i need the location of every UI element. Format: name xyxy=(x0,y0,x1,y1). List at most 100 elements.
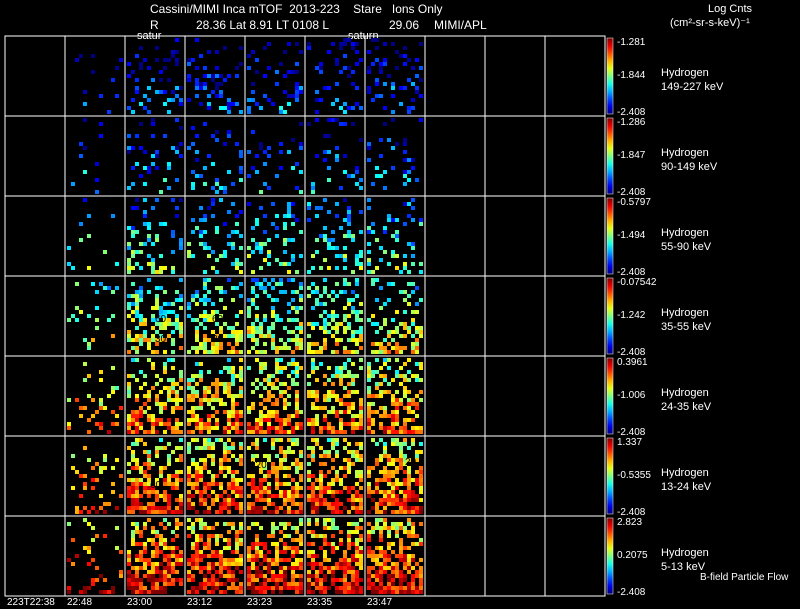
heatmap-cell xyxy=(319,570,323,574)
heatmap-cell xyxy=(367,230,371,234)
heatmap-cell xyxy=(275,430,279,434)
heatmap-cell xyxy=(223,466,227,470)
heatmap-cell xyxy=(227,446,231,450)
heatmap-cell xyxy=(259,146,263,150)
heatmap-cell xyxy=(323,290,327,294)
heatmap-cell xyxy=(215,542,219,546)
heatmap-cell xyxy=(119,570,123,574)
heatmap-cell xyxy=(203,486,207,490)
heatmap-cell xyxy=(67,586,71,590)
heatmap-cell xyxy=(331,42,335,46)
heatmap-cell xyxy=(99,94,103,98)
heatmap-cell xyxy=(127,422,131,426)
heatmap-cell xyxy=(347,462,351,466)
heatmap-cell xyxy=(163,58,167,62)
heatmap-cell xyxy=(143,526,147,530)
heatmap-cell xyxy=(355,562,359,566)
heatmap-cell xyxy=(71,486,75,490)
heatmap-cell xyxy=(215,418,219,422)
heatmap-cell xyxy=(235,418,239,422)
heatmap-cell xyxy=(287,346,291,350)
heatmap-cell xyxy=(167,390,171,394)
heatmap-cell xyxy=(403,310,407,314)
heatmap-cell xyxy=(295,94,299,98)
heatmap-cell xyxy=(279,462,283,466)
heatmap-cell xyxy=(187,474,191,478)
heatmap-cell xyxy=(239,538,243,542)
heatmap-cell xyxy=(187,254,191,258)
heatmap-cell xyxy=(379,406,383,410)
heatmap-cell xyxy=(383,122,387,126)
heatmap-cell xyxy=(263,578,267,582)
heatmap-cell xyxy=(371,230,375,234)
heatmap-cell xyxy=(311,554,315,558)
heatmap-cell xyxy=(227,74,231,78)
heatmap-cell xyxy=(299,450,303,454)
heatmap-cell xyxy=(267,378,271,382)
heatmap-cell xyxy=(291,546,295,550)
heatmap-cell xyxy=(279,438,283,442)
heatmap-cell xyxy=(83,406,87,410)
heatmap-cell xyxy=(171,386,175,390)
heatmap-cell xyxy=(267,398,271,402)
heatmap-cell xyxy=(167,322,171,326)
heatmap-cell xyxy=(199,242,203,246)
heatmap-cell xyxy=(283,346,287,350)
heatmap-cell xyxy=(267,414,271,418)
heatmap-cell xyxy=(223,558,227,562)
heatmap-cell xyxy=(315,586,319,590)
heatmap-cell xyxy=(171,546,175,550)
heatmap-cell xyxy=(239,522,243,526)
heatmap-cell xyxy=(403,290,407,294)
heatmap-cell xyxy=(323,338,327,342)
heatmap-cell xyxy=(131,458,135,462)
heatmap-cell xyxy=(371,422,375,426)
heatmap-cell xyxy=(203,302,207,306)
heatmap-cell xyxy=(403,498,407,502)
heatmap-cell xyxy=(367,146,371,150)
heatmap-cell xyxy=(315,478,319,482)
heatmap-cell xyxy=(391,502,395,506)
heatmap-cell xyxy=(311,566,315,570)
heatmap-cell xyxy=(227,134,231,138)
heatmap-cell xyxy=(287,150,291,154)
heatmap-cell xyxy=(235,590,239,594)
heatmap-cell xyxy=(315,406,319,410)
heatmap-cell xyxy=(135,430,139,434)
heatmap-cell xyxy=(339,370,343,374)
heatmap-cell xyxy=(155,350,159,354)
heatmap-cell xyxy=(271,466,275,470)
heatmap-cell xyxy=(275,346,279,350)
heatmap-cell xyxy=(175,430,179,434)
heatmap-cell xyxy=(371,370,375,374)
heatmap-cell xyxy=(419,570,423,574)
heatmap-cell xyxy=(259,106,263,110)
heatmap-cell xyxy=(191,390,195,394)
heatmap-cell xyxy=(323,426,327,430)
heatmap-cell xyxy=(371,270,375,274)
heatmap-cell xyxy=(391,550,395,554)
heatmap-cell xyxy=(319,462,323,466)
heatmap-cell xyxy=(99,406,103,410)
heatmap-cell xyxy=(219,186,223,190)
heatmap-cell xyxy=(379,562,383,566)
heatmap-cell xyxy=(215,438,219,442)
heatmap-cell xyxy=(91,558,95,562)
heatmap-cell xyxy=(91,70,95,74)
heatmap-cell xyxy=(231,182,235,186)
heatmap-cell xyxy=(223,390,227,394)
heatmap-cell xyxy=(151,122,155,126)
heatmap-cell xyxy=(235,490,239,494)
heatmap-cell xyxy=(343,430,347,434)
heatmap-cell xyxy=(155,234,159,238)
heatmap-cell xyxy=(239,234,243,238)
heatmap-cell xyxy=(391,490,395,494)
heatmap-cell xyxy=(327,502,331,506)
heatmap-cell xyxy=(283,586,287,590)
heatmap-cell xyxy=(415,574,419,578)
heatmap-cell xyxy=(343,394,347,398)
heatmap-cell xyxy=(375,510,379,514)
heatmap-cell xyxy=(343,562,347,566)
heatmap-cell xyxy=(211,490,215,494)
heatmap-cell xyxy=(347,210,351,214)
